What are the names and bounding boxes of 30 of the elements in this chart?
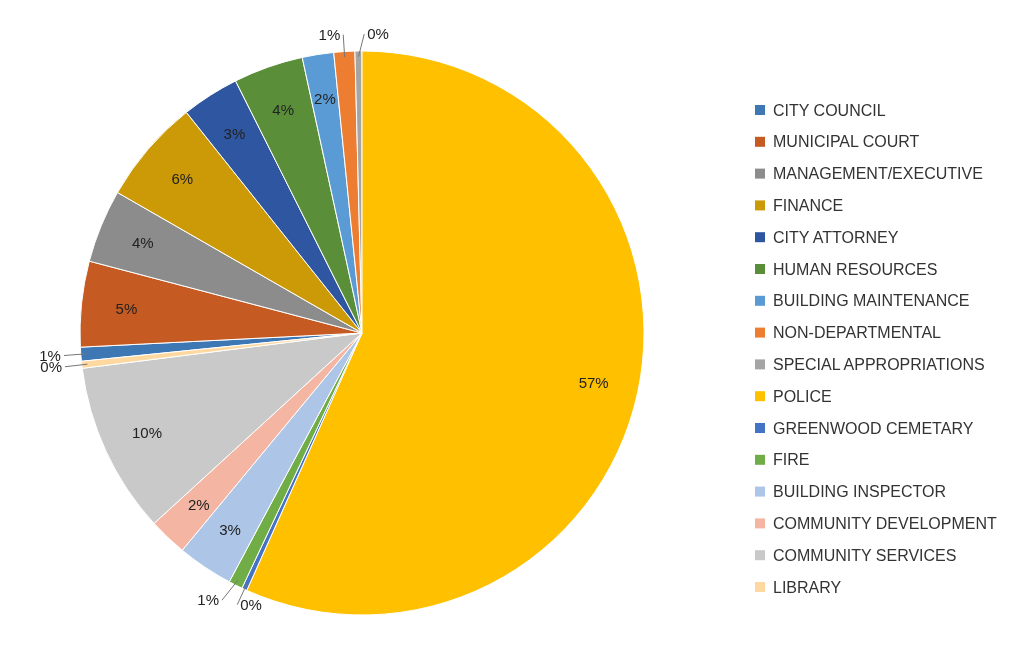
data-label: 4% <box>132 234 154 252</box>
data-label: 6% <box>171 169 194 187</box>
legend-label: BUILDING MAINTENANCE <box>773 292 970 310</box>
data-label: 3% <box>219 521 241 538</box>
legend-label: COMMUNITY DEVELOPMENT <box>773 515 997 532</box>
data-label: 3% <box>223 124 246 142</box>
data-label: 1% <box>197 591 219 609</box>
data-label: 5% <box>115 299 138 317</box>
data-label: 10% <box>132 423 163 441</box>
legend-label: BUILDING INSPECTOR <box>773 483 947 501</box>
legend-label: CITY ATTORNEY <box>773 228 899 246</box>
legend-label: MUNICIPAL COURT <box>773 133 920 151</box>
legend-label: LIBRARY <box>773 578 842 596</box>
legend-label: GREENWOOD CEMETARY <box>773 419 974 437</box>
data-label: 1% <box>318 25 341 43</box>
data-label: 0% <box>240 595 262 613</box>
legend-label: COMMUNITY SERVICES <box>773 546 957 564</box>
legend-label: CITY COUNCIL <box>773 101 886 119</box>
data-label: 2% <box>314 90 336 108</box>
legend-label: FINANCE <box>773 197 844 214</box>
legend-label: SPECIAL APPROPRIATIONS <box>773 356 985 373</box>
data-label: 2% <box>187 495 210 513</box>
legend-label: FIRE <box>773 451 810 469</box>
data-label: 0% <box>367 25 389 43</box>
legend-label: MANAGEMENT/EXECUTIVE <box>773 165 983 183</box>
legend-label: POLICE <box>773 387 832 405</box>
data-label: 4% <box>272 100 295 118</box>
data-label: 57% <box>578 373 609 391</box>
legend-label: HUMAN RESOURCES <box>773 260 938 278</box>
legend-label: NON-DEPARTMENTAL <box>773 324 942 342</box>
